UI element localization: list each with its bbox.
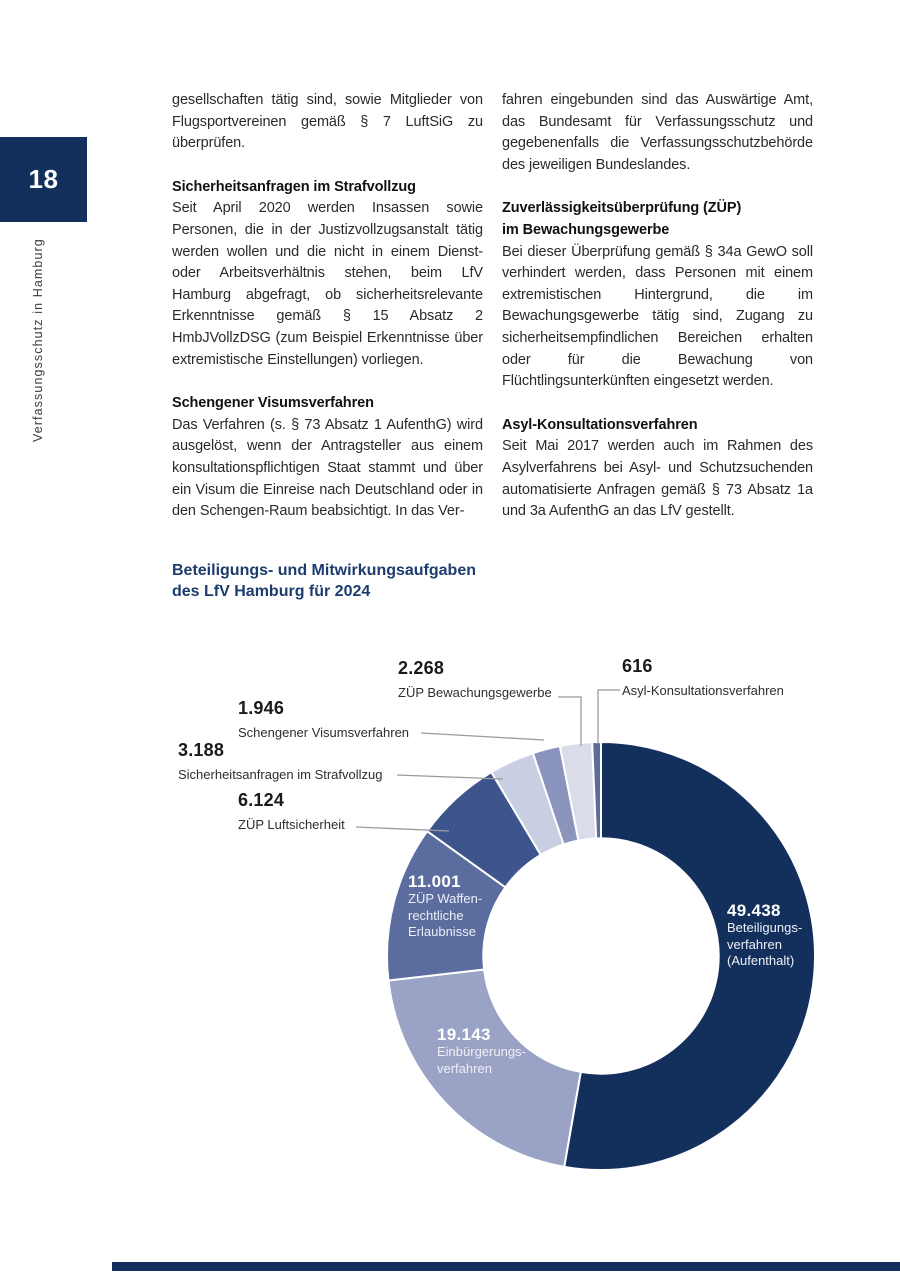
callout-value: 2.268: [398, 658, 445, 678]
leader-line-sicherheitsanfragen: [396, 774, 504, 780]
body-paragraph: Seit April 2020 werden Insassen sowie Pe…: [172, 200, 483, 368]
body-paragraph: Das Verfahren (s. § 73 Absatz 1 AufenthG…: [172, 416, 483, 520]
sidebar-vertical-text: Verfassungsschutz in Hamburg: [31, 238, 45, 442]
leader-line-zuep-luftsicherheit: [355, 826, 450, 832]
callout-label: Asyl-Konsultationsverfahren: [622, 683, 784, 698]
callout-sicherheitsanfragen: 3.188 Sicherheitsanfragen im Strafvollzu…: [178, 740, 383, 782]
inner-value: 19.143: [437, 1025, 491, 1044]
chart-title: Beteiligungs- und Mitwirkungsaufgaben de…: [172, 560, 476, 602]
body-paragraph: fahren eingebunden sind das Auswärtige A…: [502, 92, 813, 173]
donut-segment: [591, 740, 602, 840]
callout-zuep-luftsicherheit: 6.124 ZÜP Luftsicherheit: [238, 790, 345, 832]
inner-label-line: rechtliche: [408, 907, 464, 923]
inner-label-line: Beteiligungs-: [727, 920, 803, 935]
donut-segment: [563, 740, 816, 1171]
bottom-page-rule: [112, 1262, 900, 1271]
chart-title-line2: des LfV Hamburg für 2024: [172, 583, 371, 600]
page-number-box: 18: [0, 137, 87, 222]
inner-value: 49.438: [727, 901, 781, 920]
leader-line-zuep-bewachungsgewerbe: [558, 696, 582, 746]
callout-label: ZÜP Luftsicherheit: [238, 817, 345, 832]
callout-zuep-bewachungsgewerbe: 2.268 ZÜP Bewachungsgewerbe: [398, 658, 552, 700]
callout-asyl-konsultationsverfahren: 616 Asyl-Konsultationsverfahren: [622, 656, 784, 698]
leader-lines: [355, 689, 620, 832]
callout-schengener-visumsverfahren: 1.946 Schengener Visumsverfahren: [238, 698, 409, 740]
inner-label-einbuergerungsverfahren: 19.143 Einbürgerungs- verfahren: [437, 1025, 526, 1077]
inner-label-line: Erlaubnisse: [408, 924, 476, 939]
leader-line-schengener-visumsverfahren: [420, 732, 545, 741]
inner-label-line: (Aufenthalt): [727, 953, 795, 968]
callout-label: Sicherheitsanfragen im Strafvollzug: [178, 767, 383, 782]
callout-value: 616: [622, 656, 653, 676]
donut-chart: [355, 689, 816, 1171]
callout-value: 3.188: [178, 740, 225, 760]
inner-label-line: ZÜP Waffen-: [408, 891, 483, 906]
page-number: 18: [28, 164, 59, 194]
chart-title-line1: Beteiligungs- und Mitwirkungsaufgaben: [172, 562, 476, 579]
inner-label-beteiligungsverfahren: 49.438 Beteiligungs- verfahren (Aufentha…: [727, 901, 802, 970]
inner-label-line: Einbürgerungs-: [437, 1044, 526, 1059]
body-paragraph: Bei dieser Überprüfung gemäß § 34a GewO …: [502, 243, 813, 390]
body-paragraph: Seit Mai 2017 werden auch im Rahmen des …: [502, 438, 813, 520]
donut-segments: [386, 740, 816, 1171]
inner-label-line: verfahren: [437, 1060, 492, 1076]
left-column: gesellschaften tätig sind, sowie Mitglie…: [172, 90, 483, 523]
section-heading: Asyl-Konsultationsverfahren: [502, 416, 698, 433]
callout-label: Schengener Visumsverfahren: [238, 725, 410, 740]
inner-label-line: verfahren: [727, 936, 782, 952]
inner-label-zuep-waffenrechtliche: 11.001 ZÜP Waffen- rechtliche Erlaubniss…: [408, 872, 482, 941]
section-heading: Schengener Visumsverfahren: [172, 395, 374, 412]
right-column: fahren eingebunden sind das Auswärtige A…: [502, 90, 813, 523]
section-heading: Zuverlässigkeitsüberprüfung (ZÜP) im Bew…: [502, 200, 742, 238]
donut-segment: [387, 968, 582, 1168]
inner-value: 11.001: [408, 872, 461, 891]
leader-line-asyl-konsultationsverfahren: [597, 689, 620, 744]
callout-value: 6.124: [238, 790, 285, 810]
body-paragraph: gesellschaften tätig sind, sowie Mitglie…: [172, 92, 483, 152]
callout-label: ZÜP Bewachungsgewerbe: [398, 685, 552, 700]
callout-value: 1.946: [238, 698, 285, 718]
section-heading: Sicherheitsanfragen im Strafvollzug: [172, 178, 416, 195]
